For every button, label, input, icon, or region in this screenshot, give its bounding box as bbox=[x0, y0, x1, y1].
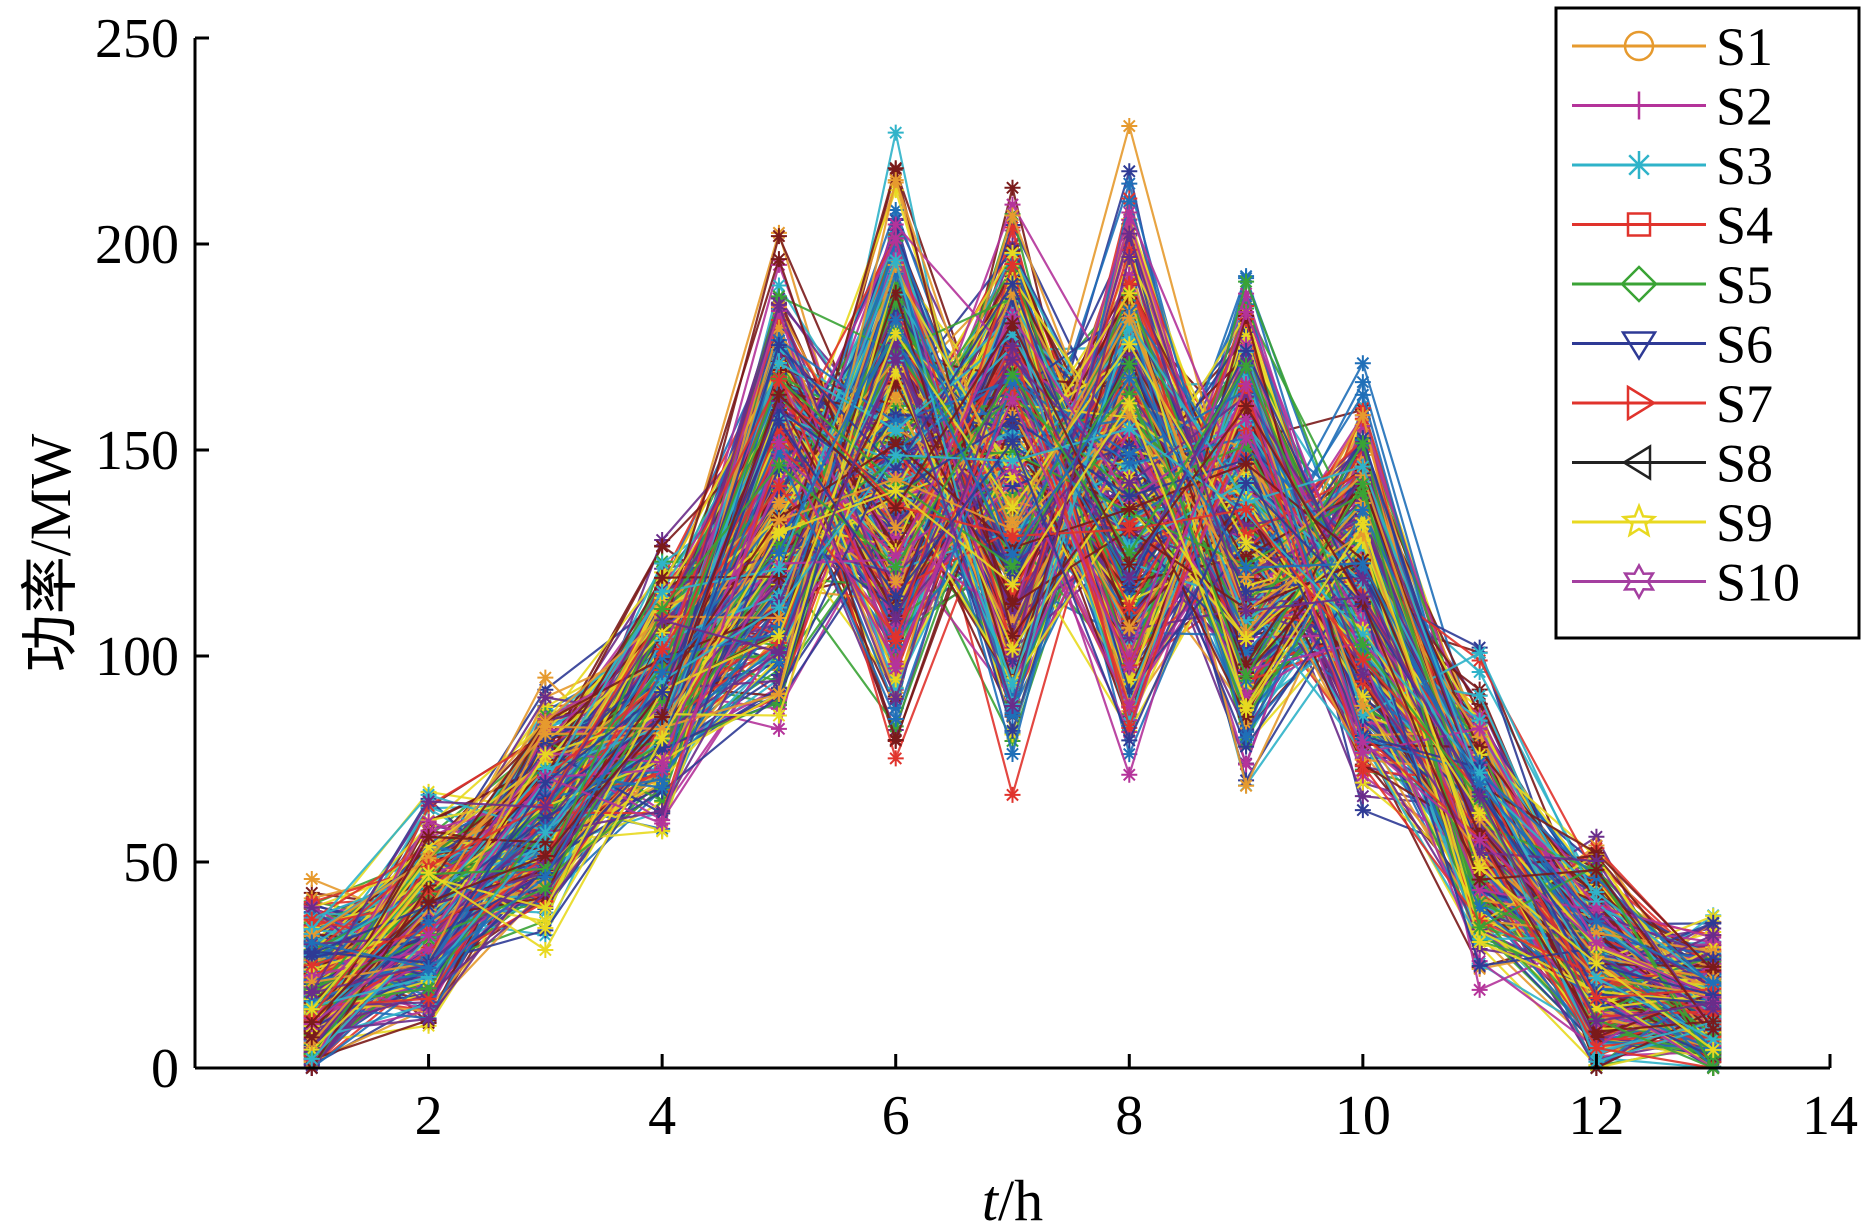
x-axis-label: t/h bbox=[982, 1168, 1043, 1232]
x-axis-label-unit: /h bbox=[998, 1168, 1043, 1232]
legend-item-s9: S9 bbox=[1572, 493, 1773, 553]
x-tick-label: 12 bbox=[1568, 1085, 1624, 1147]
legend-label: S3 bbox=[1716, 136, 1773, 196]
x-tick-label: 2 bbox=[415, 1085, 443, 1147]
y-tick-label: 0 bbox=[151, 1038, 179, 1100]
background-scenario-lines bbox=[303, 118, 1722, 1076]
legend-label: S2 bbox=[1716, 77, 1773, 137]
x-tick-label: 10 bbox=[1335, 1085, 1391, 1147]
y-tick-label: 200 bbox=[95, 214, 179, 276]
y-tick-label: 50 bbox=[123, 832, 179, 894]
y-tick-label: 250 bbox=[95, 8, 179, 70]
legend-marker-hexagram bbox=[1622, 562, 1656, 601]
legend-label: S8 bbox=[1716, 434, 1773, 494]
legend-box bbox=[1554, 6, 1861, 640]
legend-marker-diamond bbox=[1620, 265, 1658, 303]
legend-marker-square bbox=[1626, 212, 1652, 237]
legend-marker-circle bbox=[1623, 30, 1655, 62]
legend-item-s1: S1 bbox=[1572, 17, 1773, 77]
legend-item-s6: S6 bbox=[1572, 315, 1773, 375]
scenario-line bbox=[303, 315, 1722, 1038]
legend-item-s8: S8 bbox=[1572, 434, 1773, 494]
ticks: 0 50 100 150 200 250 2 4 6 8 10 12 14 bbox=[95, 8, 1858, 1147]
legend-item-s3: S3 bbox=[1572, 136, 1773, 196]
legend-label: S10 bbox=[1716, 553, 1800, 613]
legend-marker-triangle-left bbox=[1621, 444, 1652, 481]
legend-label: S4 bbox=[1716, 196, 1773, 256]
legend-marker-plus bbox=[1625, 91, 1653, 120]
legend-item-s4: S4 bbox=[1572, 196, 1773, 256]
legend-label: S1 bbox=[1716, 17, 1773, 77]
x-tick-label: 8 bbox=[1115, 1085, 1143, 1147]
legend-marker-triangle-right bbox=[1626, 384, 1657, 422]
legend-marker-triangle-down bbox=[1620, 331, 1658, 361]
legend-marker-star bbox=[1625, 151, 1653, 179]
y-axis-label: 功率/MW bbox=[18, 434, 83, 673]
legend-label: S5 bbox=[1716, 255, 1773, 315]
legend-label: S7 bbox=[1716, 374, 1773, 434]
y-tick-label: 100 bbox=[95, 626, 179, 688]
x-axis-label-symbol: t bbox=[982, 1168, 1000, 1232]
legend-label: S6 bbox=[1716, 315, 1773, 375]
scenario-line bbox=[303, 395, 1722, 1058]
legend-label: S9 bbox=[1716, 493, 1773, 553]
scenario-line bbox=[303, 249, 1722, 1030]
y-tick-label: 150 bbox=[95, 420, 179, 482]
legend-item-s10: S10 bbox=[1572, 553, 1800, 613]
legend-item-s2: S2 bbox=[1572, 77, 1773, 137]
scenario-line bbox=[303, 311, 1722, 991]
x-tick-label: 4 bbox=[648, 1085, 676, 1147]
legend-marker-pentagram bbox=[1620, 502, 1658, 538]
axes bbox=[193, 38, 1830, 1070]
legend-item-s7: S7 bbox=[1572, 374, 1773, 434]
legend-item-s5: S5 bbox=[1572, 255, 1773, 315]
x-tick-label: 6 bbox=[882, 1085, 910, 1147]
x-tick-label: 14 bbox=[1802, 1085, 1858, 1147]
